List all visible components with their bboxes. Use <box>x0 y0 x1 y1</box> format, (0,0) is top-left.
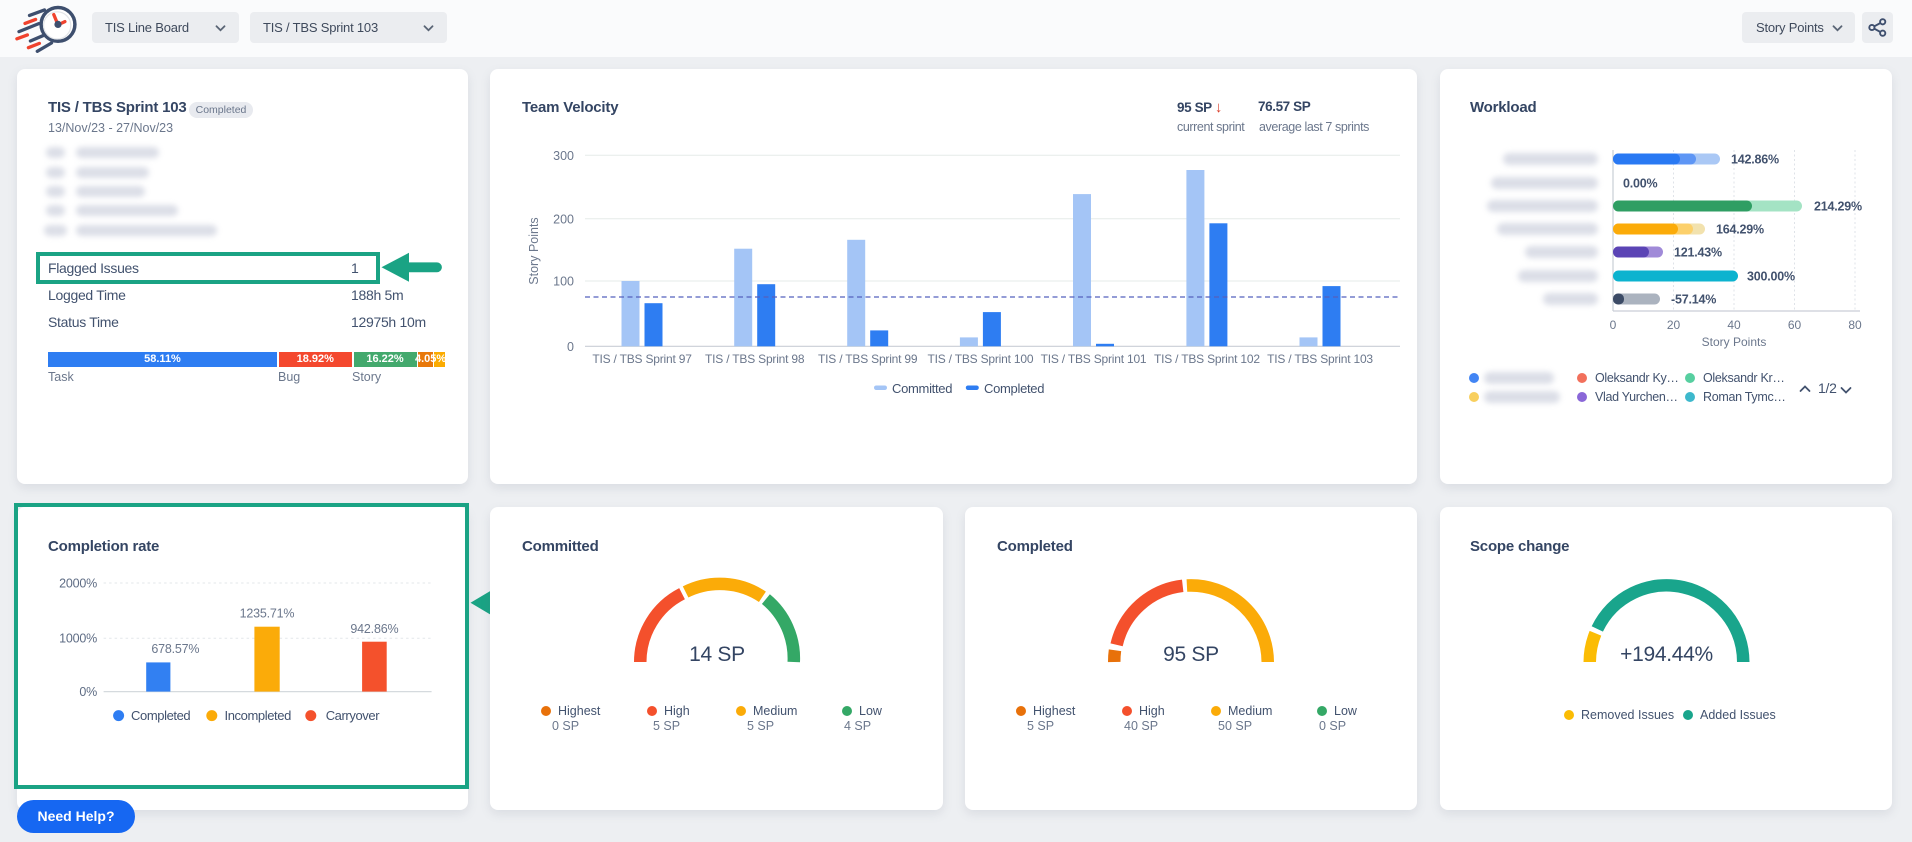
svg-text:Completed: Completed <box>984 381 1044 396</box>
svg-text:TIS / TBS Sprint 103: TIS / TBS Sprint 103 <box>1267 352 1373 366</box>
svg-text:20: 20 <box>1667 318 1681 332</box>
svg-text:678.57%: 678.57% <box>151 642 199 656</box>
svg-text:121.43%: 121.43% <box>1674 246 1722 260</box>
svg-text:14 SP: 14 SP <box>689 643 745 666</box>
svg-text:300: 300 <box>553 149 574 163</box>
svg-text:200: 200 <box>553 212 574 226</box>
svg-text:TIS / TBS Sprint 101: TIS / TBS Sprint 101 <box>1041 352 1147 366</box>
svg-text:40: 40 <box>1727 318 1741 332</box>
svg-text:1235.71%: 1235.71% <box>240 607 295 621</box>
svg-text:Story Points: Story Points <box>1702 335 1767 349</box>
svg-text:80: 80 <box>1848 318 1862 332</box>
svg-text:-57.14%: -57.14% <box>1671 293 1716 307</box>
svg-text:942.86%: 942.86% <box>350 622 398 636</box>
svg-text:+194.44%: +194.44% <box>1620 643 1713 666</box>
svg-text:300.00%: 300.00% <box>1747 270 1795 284</box>
svg-text:Completed: Completed <box>131 708 190 723</box>
svg-text:164.29%: 164.29% <box>1716 223 1764 237</box>
svg-text:Story Points: Story Points <box>527 217 541 284</box>
svg-text:TIS / TBS Sprint 100: TIS / TBS Sprint 100 <box>927 352 1033 366</box>
svg-text:TIS / TBS Sprint 102: TIS / TBS Sprint 102 <box>1154 352 1260 366</box>
svg-text:95 SP: 95 SP <box>1163 643 1219 666</box>
svg-text:TIS / TBS Sprint 97: TIS / TBS Sprint 97 <box>592 352 692 366</box>
svg-text:2000%: 2000% <box>59 577 97 591</box>
svg-text:60: 60 <box>1788 318 1802 332</box>
svg-text:100: 100 <box>553 275 574 289</box>
svg-text:1000%: 1000% <box>59 632 97 646</box>
svg-text:214.29%: 214.29% <box>1814 200 1862 214</box>
svg-text:0: 0 <box>567 340 574 354</box>
svg-text:142.86%: 142.86% <box>1731 153 1779 167</box>
svg-text:0: 0 <box>1610 318 1617 332</box>
svg-text:TIS / TBS Sprint 99: TIS / TBS Sprint 99 <box>818 352 918 366</box>
svg-text:Committed: Committed <box>892 381 952 396</box>
svg-text:Incompleted: Incompleted <box>225 708 292 723</box>
svg-text:0.00%: 0.00% <box>1623 177 1658 191</box>
svg-text:TIS / TBS Sprint 98: TIS / TBS Sprint 98 <box>705 352 805 366</box>
svg-text:Carryover: Carryover <box>326 708 381 723</box>
svg-text:0%: 0% <box>79 685 97 699</box>
